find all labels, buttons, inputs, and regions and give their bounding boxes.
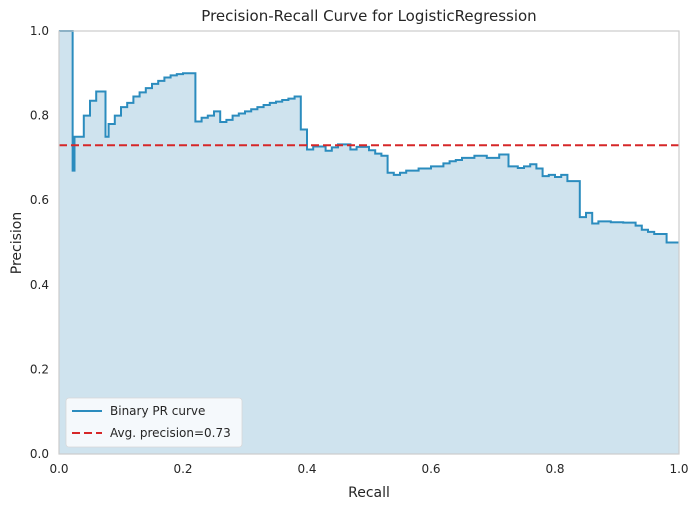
pr-curve-line bbox=[59, 30, 679, 244]
legend-label-avg-precision: Avg. precision=0.73 bbox=[110, 426, 231, 440]
x-axis-ticks: 0.0 0.2 0.4 0.6 0.8 1.0 bbox=[49, 462, 688, 476]
chart-title: Precision-Recall Curve for LogisticRegre… bbox=[201, 7, 536, 25]
legend-label-binary-pr-curve: Binary PR curve bbox=[110, 404, 205, 418]
y-tick-label: 0.8 bbox=[30, 109, 49, 123]
plot-area bbox=[58, 30, 680, 455]
x-tick-label: 0.2 bbox=[173, 462, 192, 476]
y-tick-label: 0.6 bbox=[30, 193, 49, 207]
y-axis-ticks: 0.0 0.2 0.4 0.6 0.8 1.0 bbox=[30, 24, 49, 461]
y-axis-label: Precision bbox=[9, 212, 25, 274]
y-tick-label: 0.4 bbox=[30, 278, 49, 292]
y-tick-label: 1.0 bbox=[30, 24, 49, 38]
pr-curve-fill bbox=[59, 31, 679, 454]
legend: Binary PR curve Avg. precision=0.73 bbox=[65, 397, 243, 448]
x-tick-label: 0.6 bbox=[421, 462, 440, 476]
plot-frame bbox=[58, 30, 680, 455]
x-tick-label: 0.8 bbox=[545, 462, 564, 476]
x-tick-label: 0.0 bbox=[49, 462, 68, 476]
x-tick-label: 1.0 bbox=[669, 462, 688, 476]
x-tick-label: 0.4 bbox=[297, 462, 316, 476]
y-tick-label: 0.2 bbox=[30, 362, 49, 376]
legend-box bbox=[65, 397, 243, 448]
y-tick-label: 0.0 bbox=[30, 447, 49, 461]
x-axis-label: Recall bbox=[348, 485, 390, 501]
